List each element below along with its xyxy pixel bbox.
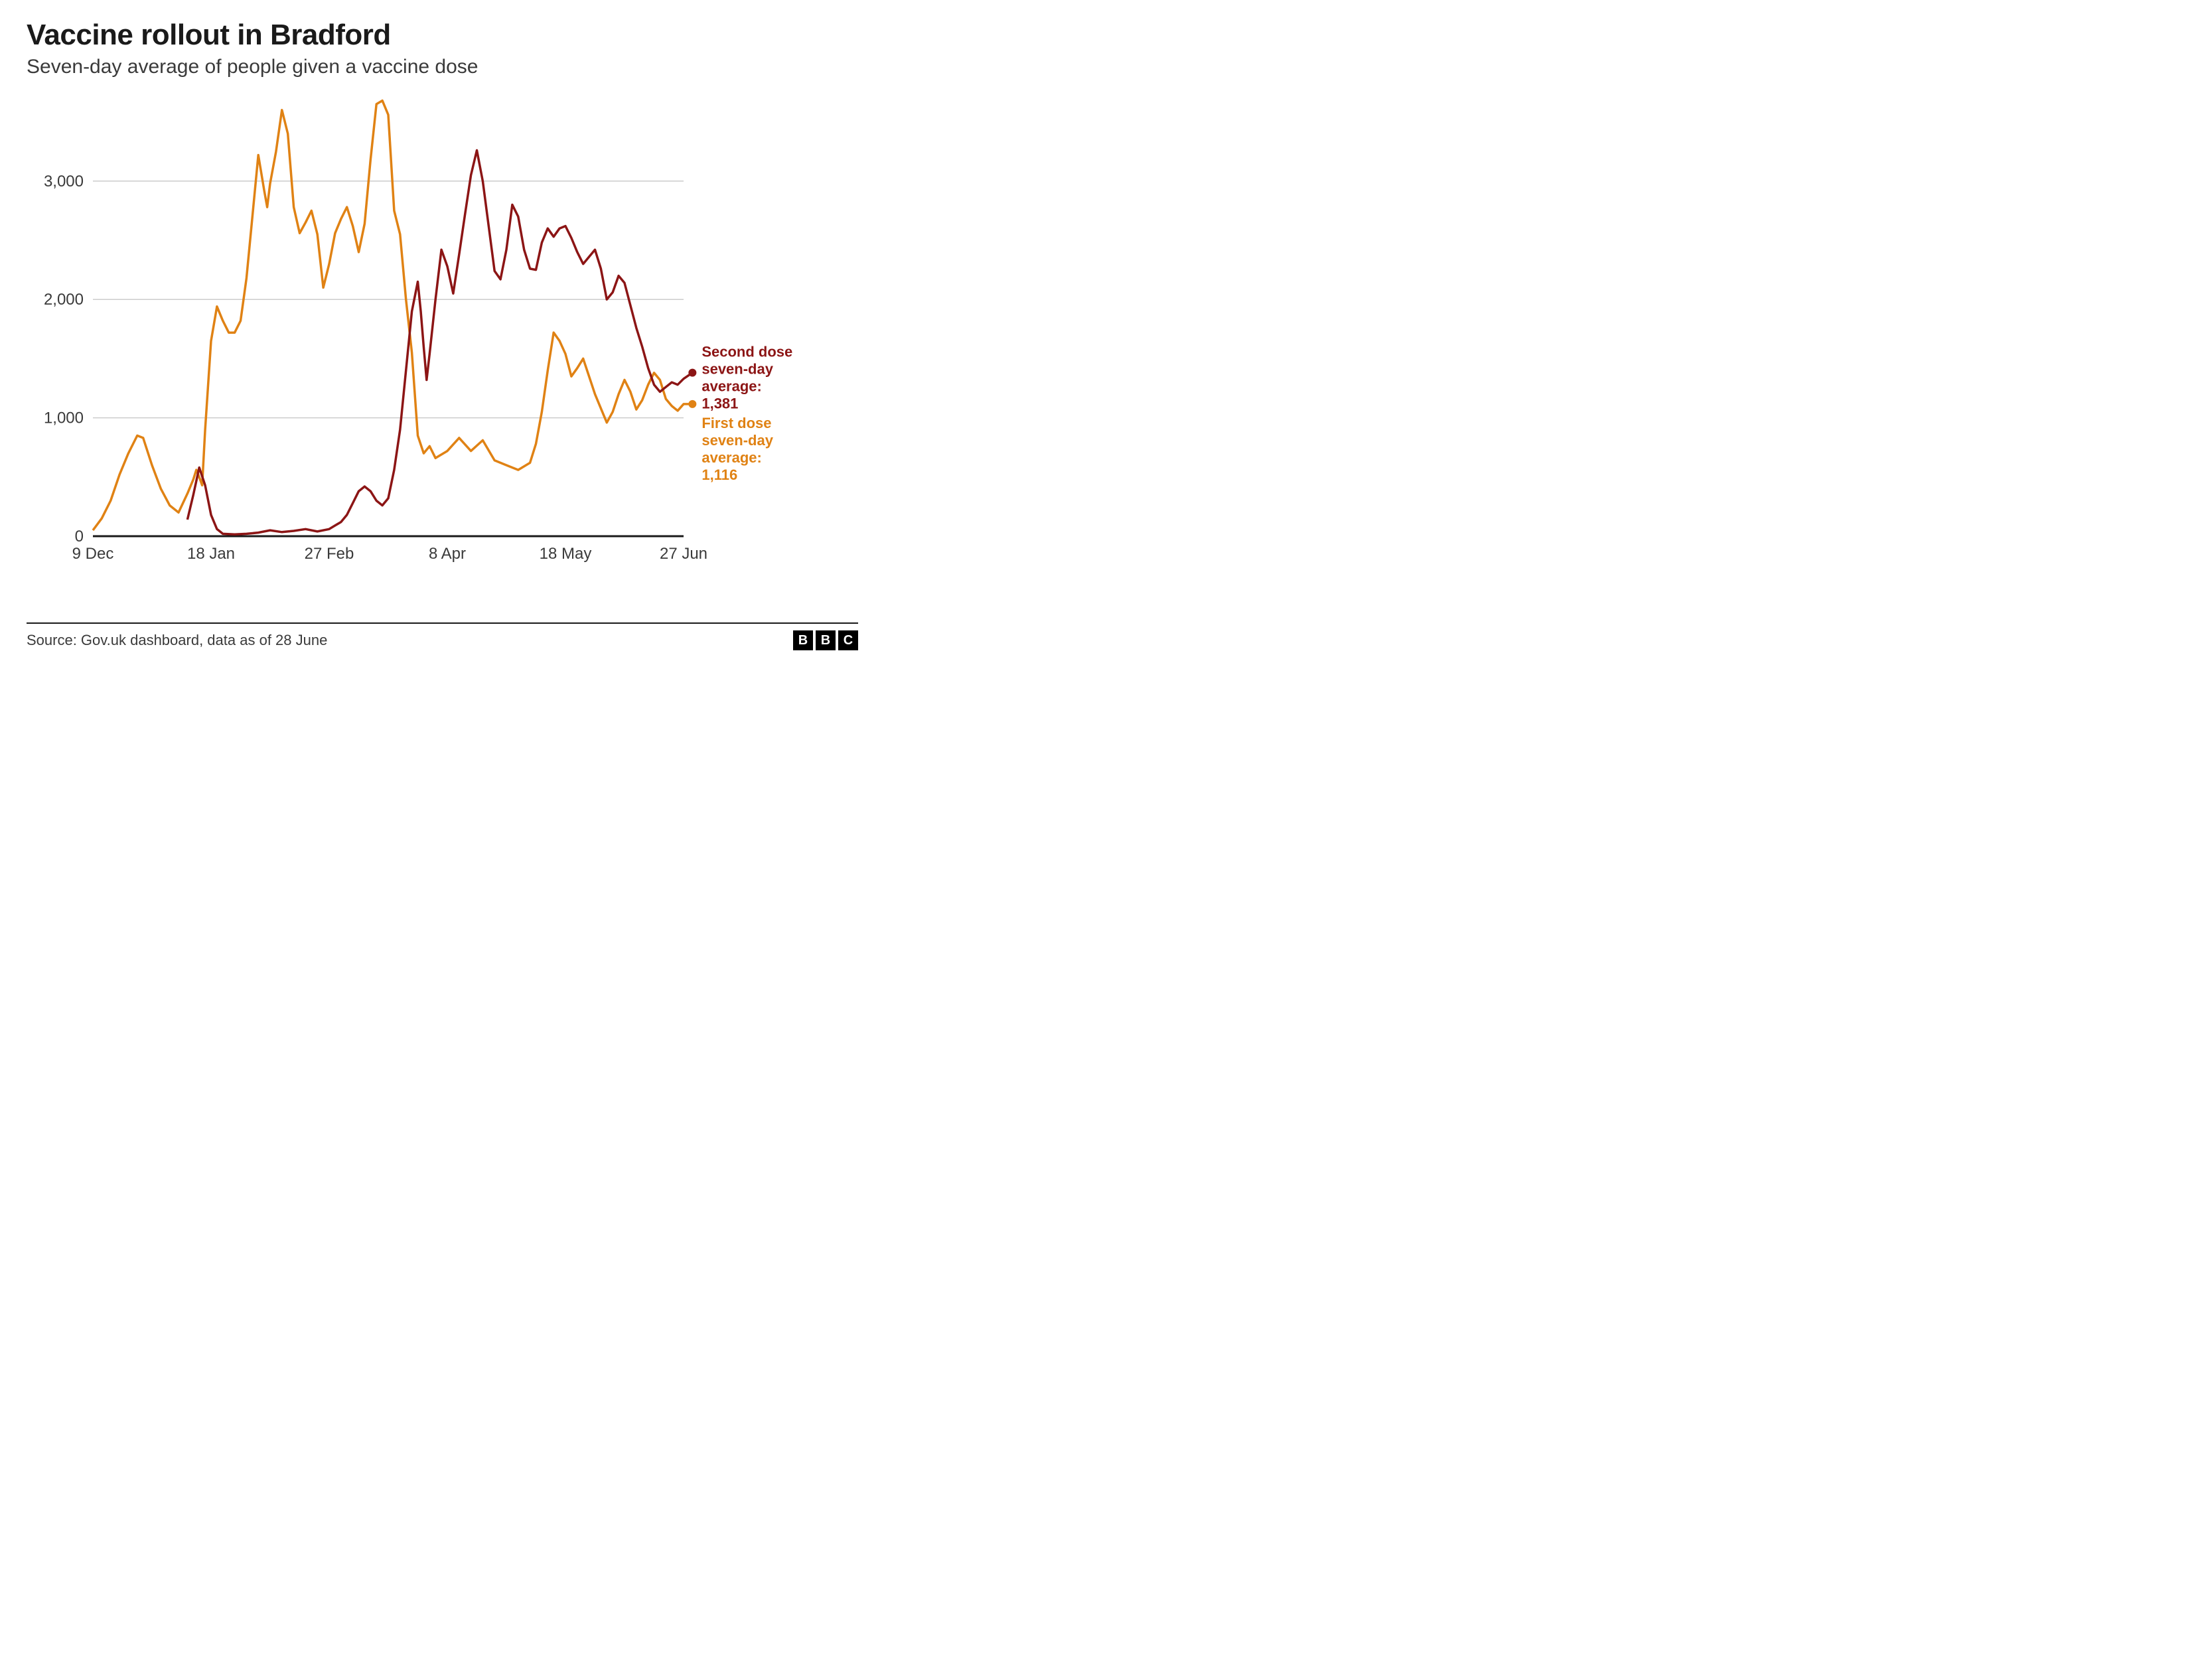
y-tick-label: 2,000 xyxy=(44,291,84,309)
x-tick-label: 9 Dec xyxy=(72,545,114,563)
page-root: Vaccine rollout in Bradford Seven-day av… xyxy=(0,0,885,664)
y-tick-label: 1,000 xyxy=(44,409,84,427)
chart-title: Vaccine rollout in Bradford xyxy=(27,19,858,52)
bbc-logo: BBC xyxy=(793,630,858,650)
x-tick-label: 27 Feb xyxy=(305,545,354,563)
series-end-label-second_dose: Second doseseven-dayaverage:1,381 xyxy=(701,344,792,412)
series-end-label-first_dose: First doseseven-dayaverage:1,116 xyxy=(701,415,773,483)
chart-svg: 0 1,000 2,000 3,000 9 Dec 18 Jan 27 Feb 8 Apr 18… xyxy=(27,85,856,603)
x-tick-label: 18 Jan xyxy=(187,545,235,563)
chart-subtitle: Seven-day average of people given a vacc… xyxy=(27,56,858,78)
y-tick-label: 3,000 xyxy=(44,173,84,190)
y-tick-label: 0 xyxy=(75,528,84,545)
bbc-logo-letter: C xyxy=(838,630,858,650)
bbc-logo-letter: B xyxy=(793,630,813,650)
series-first_dose xyxy=(93,101,692,531)
source-text: Source: Gov.uk dashboard, data as of 28 … xyxy=(27,632,327,649)
series-end-dot-first_dose xyxy=(688,400,696,408)
chart-area: 0 1,000 2,000 3,000 9 Dec 18 Jan 27 Feb 8 Apr 18… xyxy=(27,85,856,603)
x-tick-label: 18 May xyxy=(540,545,592,563)
series-second_dose xyxy=(187,151,692,535)
x-tick-label: 8 Apr xyxy=(429,545,466,563)
footer: Source: Gov.uk dashboard, data as of 28 … xyxy=(27,622,858,650)
x-tick-label: 27 Jun xyxy=(660,545,707,563)
bbc-logo-letter: B xyxy=(816,630,836,650)
series-end-dot-second_dose xyxy=(688,369,696,377)
